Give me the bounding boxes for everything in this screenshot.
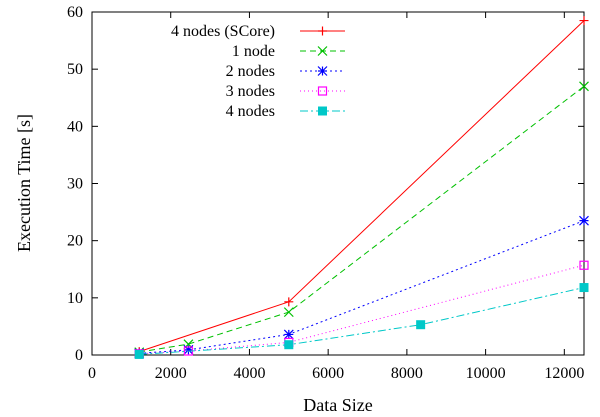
data-point [416,320,426,330]
legend-entry: 4 nodes (SCore) [171,23,345,40]
series-line [139,220,585,354]
x-tick-label: 0 [88,365,96,382]
data-point [318,26,327,36]
series-line [139,264,585,355]
data-point [318,106,327,116]
legend-label: 3 nodes [226,83,275,100]
axis-ticks: 0 2000 4000 6000 8000 10000 12000 0 10 20 30 40 50 60 [67,4,584,382]
series-line [139,85,585,353]
x-tick-label: 12000 [544,365,584,382]
data-point [317,66,328,76]
data-point [134,349,144,359]
y-tick-label: 10 [67,290,83,307]
legend-label: 4 nodes [226,103,275,120]
x-tick-label: 2000 [155,365,187,382]
data-point [317,86,328,96]
x-axis-title: Data Size [303,395,372,415]
data-point [284,340,294,350]
data-point [283,329,294,340]
data-point [579,16,589,26]
legend-entry: 2 nodes [226,63,345,80]
data-point [317,46,328,56]
series-line [139,20,585,353]
plot-frame [91,11,585,356]
data-point [579,215,589,226]
data-point [183,344,194,355]
legend: 4 nodes (SCore) 1 node 2 nodes 3 nodes 4 nod… [171,23,345,120]
series-3 [134,260,589,359]
x-tick-label: 6000 [312,365,344,382]
y-tick-label: 0 [75,347,83,364]
data-point [579,81,589,92]
x-tick-label: 10000 [466,365,506,382]
y-tick-label: 30 [67,176,83,193]
legend-entry: 3 nodes [226,83,345,100]
y-axis-title: Execution Time [s] [14,114,34,252]
series-2 [134,215,589,359]
y-tick-label: 50 [67,61,83,78]
data-point [579,260,589,270]
y-tick-label: 60 [67,4,83,21]
x-tick-label: 8000 [391,365,423,382]
series-0 [134,16,589,357]
y-tick-label: 40 [67,118,83,135]
legend-label: 1 node [232,43,275,60]
series-4 [134,283,589,359]
x-tick-label: 4000 [233,365,265,382]
legend-entry: 1 node [232,43,345,60]
legend-label: 4 nodes (SCore) [171,23,275,40]
series-1 [134,81,589,358]
data-point [284,297,294,307]
data-point [283,307,294,318]
series-line [139,287,585,355]
legend-label: 2 nodes [226,63,275,80]
legend-entry: 4 nodes [226,103,345,120]
data-point [579,283,589,293]
series-layer [134,16,589,359]
y-tick-label: 20 [67,233,83,250]
